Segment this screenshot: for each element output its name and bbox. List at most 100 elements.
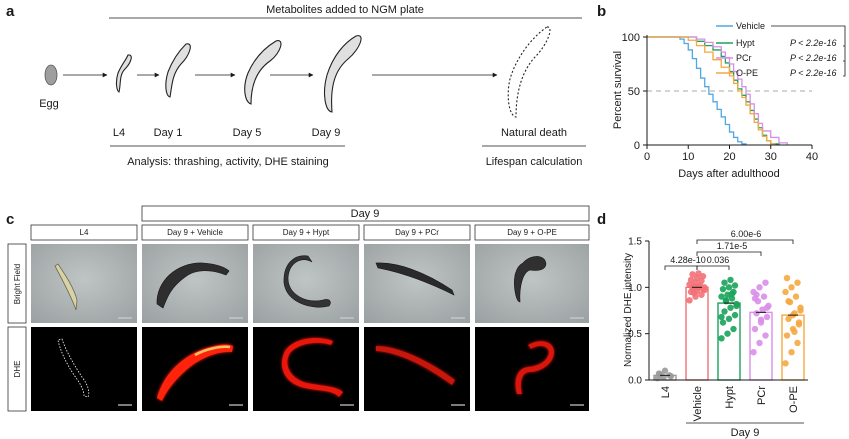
dhe-point-o-pe: [788, 349, 795, 356]
survival-x-axis-label: Days after adulthood: [678, 168, 780, 180]
panel-label-b: b: [597, 3, 606, 20]
dhe-point-hypt: [728, 290, 736, 298]
row-header-dhe: DHE: [13, 361, 22, 378]
survival-x-tick-label: 20: [723, 151, 735, 163]
worm-l4-icon: [115, 54, 132, 93]
survival-curves: [647, 36, 788, 145]
dhe-point-l4: [657, 371, 664, 378]
dhe-point-pcr: [753, 310, 760, 317]
dhe-point-pcr: [751, 325, 759, 333]
dhe-point-pcr: [762, 279, 769, 286]
legend-label-hypt: Hypt: [736, 38, 755, 48]
analysis-label: Analysis: thrashing, activity, DHE stain…: [127, 156, 329, 168]
dhe-point-vehicle: [689, 271, 696, 278]
dhe-point-hypt: [719, 319, 727, 326]
dhe-point-hypt: [718, 313, 725, 321]
dhe-point-o-pe: [794, 339, 801, 347]
survival-y-tick-label: 100: [622, 32, 640, 44]
dhe-point-hypt: [731, 311, 739, 319]
dhe-point-hypt: [724, 330, 731, 337]
dhe-point-pcr: [762, 332, 769, 339]
dhe-point-o-pe: [792, 293, 800, 300]
comparison-pvalue-2: 0.036: [707, 255, 730, 265]
stage-label-day9: Day 9: [312, 127, 341, 139]
stage-label-l4: L4: [113, 127, 125, 139]
dhe-point-o-pe: [794, 279, 801, 286]
dhe-point-o-pe: [782, 288, 789, 296]
dhe-point-o-pe: [785, 315, 792, 323]
day9-group-label: Day 9: [731, 427, 760, 439]
dhe-point-hypt: [727, 276, 734, 284]
legend-label-vehicle: Vehicle: [736, 21, 765, 31]
dhe-category-label-hypt: Hypt: [724, 386, 736, 409]
dhe-point-l4: [661, 367, 669, 374]
dhe-point-hypt: [719, 285, 727, 293]
col-header-hypt: Day 9 + Hypt: [283, 228, 330, 237]
day9-header-box: [141, 205, 590, 222]
dhe-point-hypt: [718, 335, 725, 342]
dhe-category-label-vehicle: Vehicle: [692, 386, 704, 421]
egg-icon: [44, 64, 58, 86]
dhe-point-hypt: [722, 297, 730, 304]
survival-axes: 0 10 20 30 40 0 50 100: [622, 32, 818, 163]
dhe-point-l4: [667, 373, 675, 380]
dhe-point-vehicle: [687, 276, 695, 284]
dhe-point-pcr: [757, 316, 765, 323]
dhe-y-tick-label: 0.0: [628, 376, 642, 387]
bf-image-l4: [31, 244, 137, 323]
survival-series-vehicle: [647, 36, 747, 145]
survival-series-hypt: [647, 36, 780, 145]
legend-pvalue-hypt: P < 2.2e-16: [790, 38, 836, 48]
bf-worm-hypt: [283, 255, 331, 308]
dhe-image-pcr: [364, 327, 470, 411]
panel-label-c: c: [6, 211, 14, 228]
survival-x-tick-label: 10: [682, 151, 694, 163]
dhe-worm-hypt: [281, 338, 343, 397]
dhe-y-tick-label: 0.5: [628, 329, 642, 340]
comparison-pvalue-1: 4.28e-10: [670, 255, 706, 265]
comparison-bracket-3: [696, 251, 762, 256]
col-header-box-ope: [474, 224, 590, 241]
worm-dead-icon: [507, 26, 551, 118]
survival-x-tick-label: 40: [806, 151, 818, 163]
legend-label-pcr: PCr: [736, 53, 752, 63]
survival-series-pcr: [647, 36, 788, 145]
dhe-point-o-pe: [795, 319, 803, 326]
dhe-point-hypt: [730, 325, 737, 333]
comparison-pvalue-3: 1.71e-5: [717, 241, 748, 251]
dhe-point-hypt: [727, 304, 734, 311]
dhe-point-o-pe: [783, 274, 791, 282]
bf-worm-ope: [514, 256, 547, 303]
dhe-point-pcr: [763, 313, 771, 321]
dhe-category-label-o-pe: O-PE: [788, 386, 800, 413]
dhe-worm-vehicle: [157, 344, 233, 401]
stage-label-day1: Day 1: [154, 127, 183, 139]
col-header-l4: L4: [80, 228, 89, 237]
legend-label-o-pe: O-PE: [736, 68, 758, 78]
worm-day5-icon: [244, 40, 282, 105]
dhe-point-o-pe: [788, 284, 795, 291]
dhe-axes: 0.0 0.5 1.0 1.5 L4 Vehicle Hypt PCr O-PE: [628, 237, 808, 421]
panel-c: c Day 9 L4 Day 9 + Vehicle Day 9 + Hypt …: [6, 205, 590, 412]
dhe-point-pcr: [753, 291, 760, 298]
dhe-point-vehicle: [690, 289, 698, 297]
dhe-category-label-pcr: PCr: [756, 386, 768, 405]
dhe-point-pcr: [756, 339, 763, 347]
dhe-y-axis-label: Normalized DHE intensity: [623, 253, 634, 367]
col-header-box-pcr: [363, 224, 471, 241]
dhe-point-o-pe: [782, 360, 789, 367]
comparison-bracket-1: [664, 265, 698, 270]
col-header-pcr: Day 9 + PCr: [395, 228, 439, 237]
survival-y-tick-label: 0: [634, 140, 640, 152]
legend-pvalue-pcr: P < 2.2e-16: [790, 53, 836, 63]
bf-worm-vehicle: [156, 262, 230, 309]
survival-y-axis-label: Percent survival: [612, 51, 624, 129]
col-header-ope: Day 9 + O-PE: [507, 228, 557, 237]
dhe-point-o-pe: [785, 298, 792, 305]
bf-image-vehicle: [142, 244, 248, 323]
row-header-box-bright-field: [7, 243, 27, 324]
stage-label-day5: Day 5: [233, 127, 262, 139]
dhe-point-hypt: [725, 315, 733, 323]
dhe-y-tick-label: 1.5: [628, 237, 642, 248]
dhe-point-pcr: [756, 284, 763, 291]
